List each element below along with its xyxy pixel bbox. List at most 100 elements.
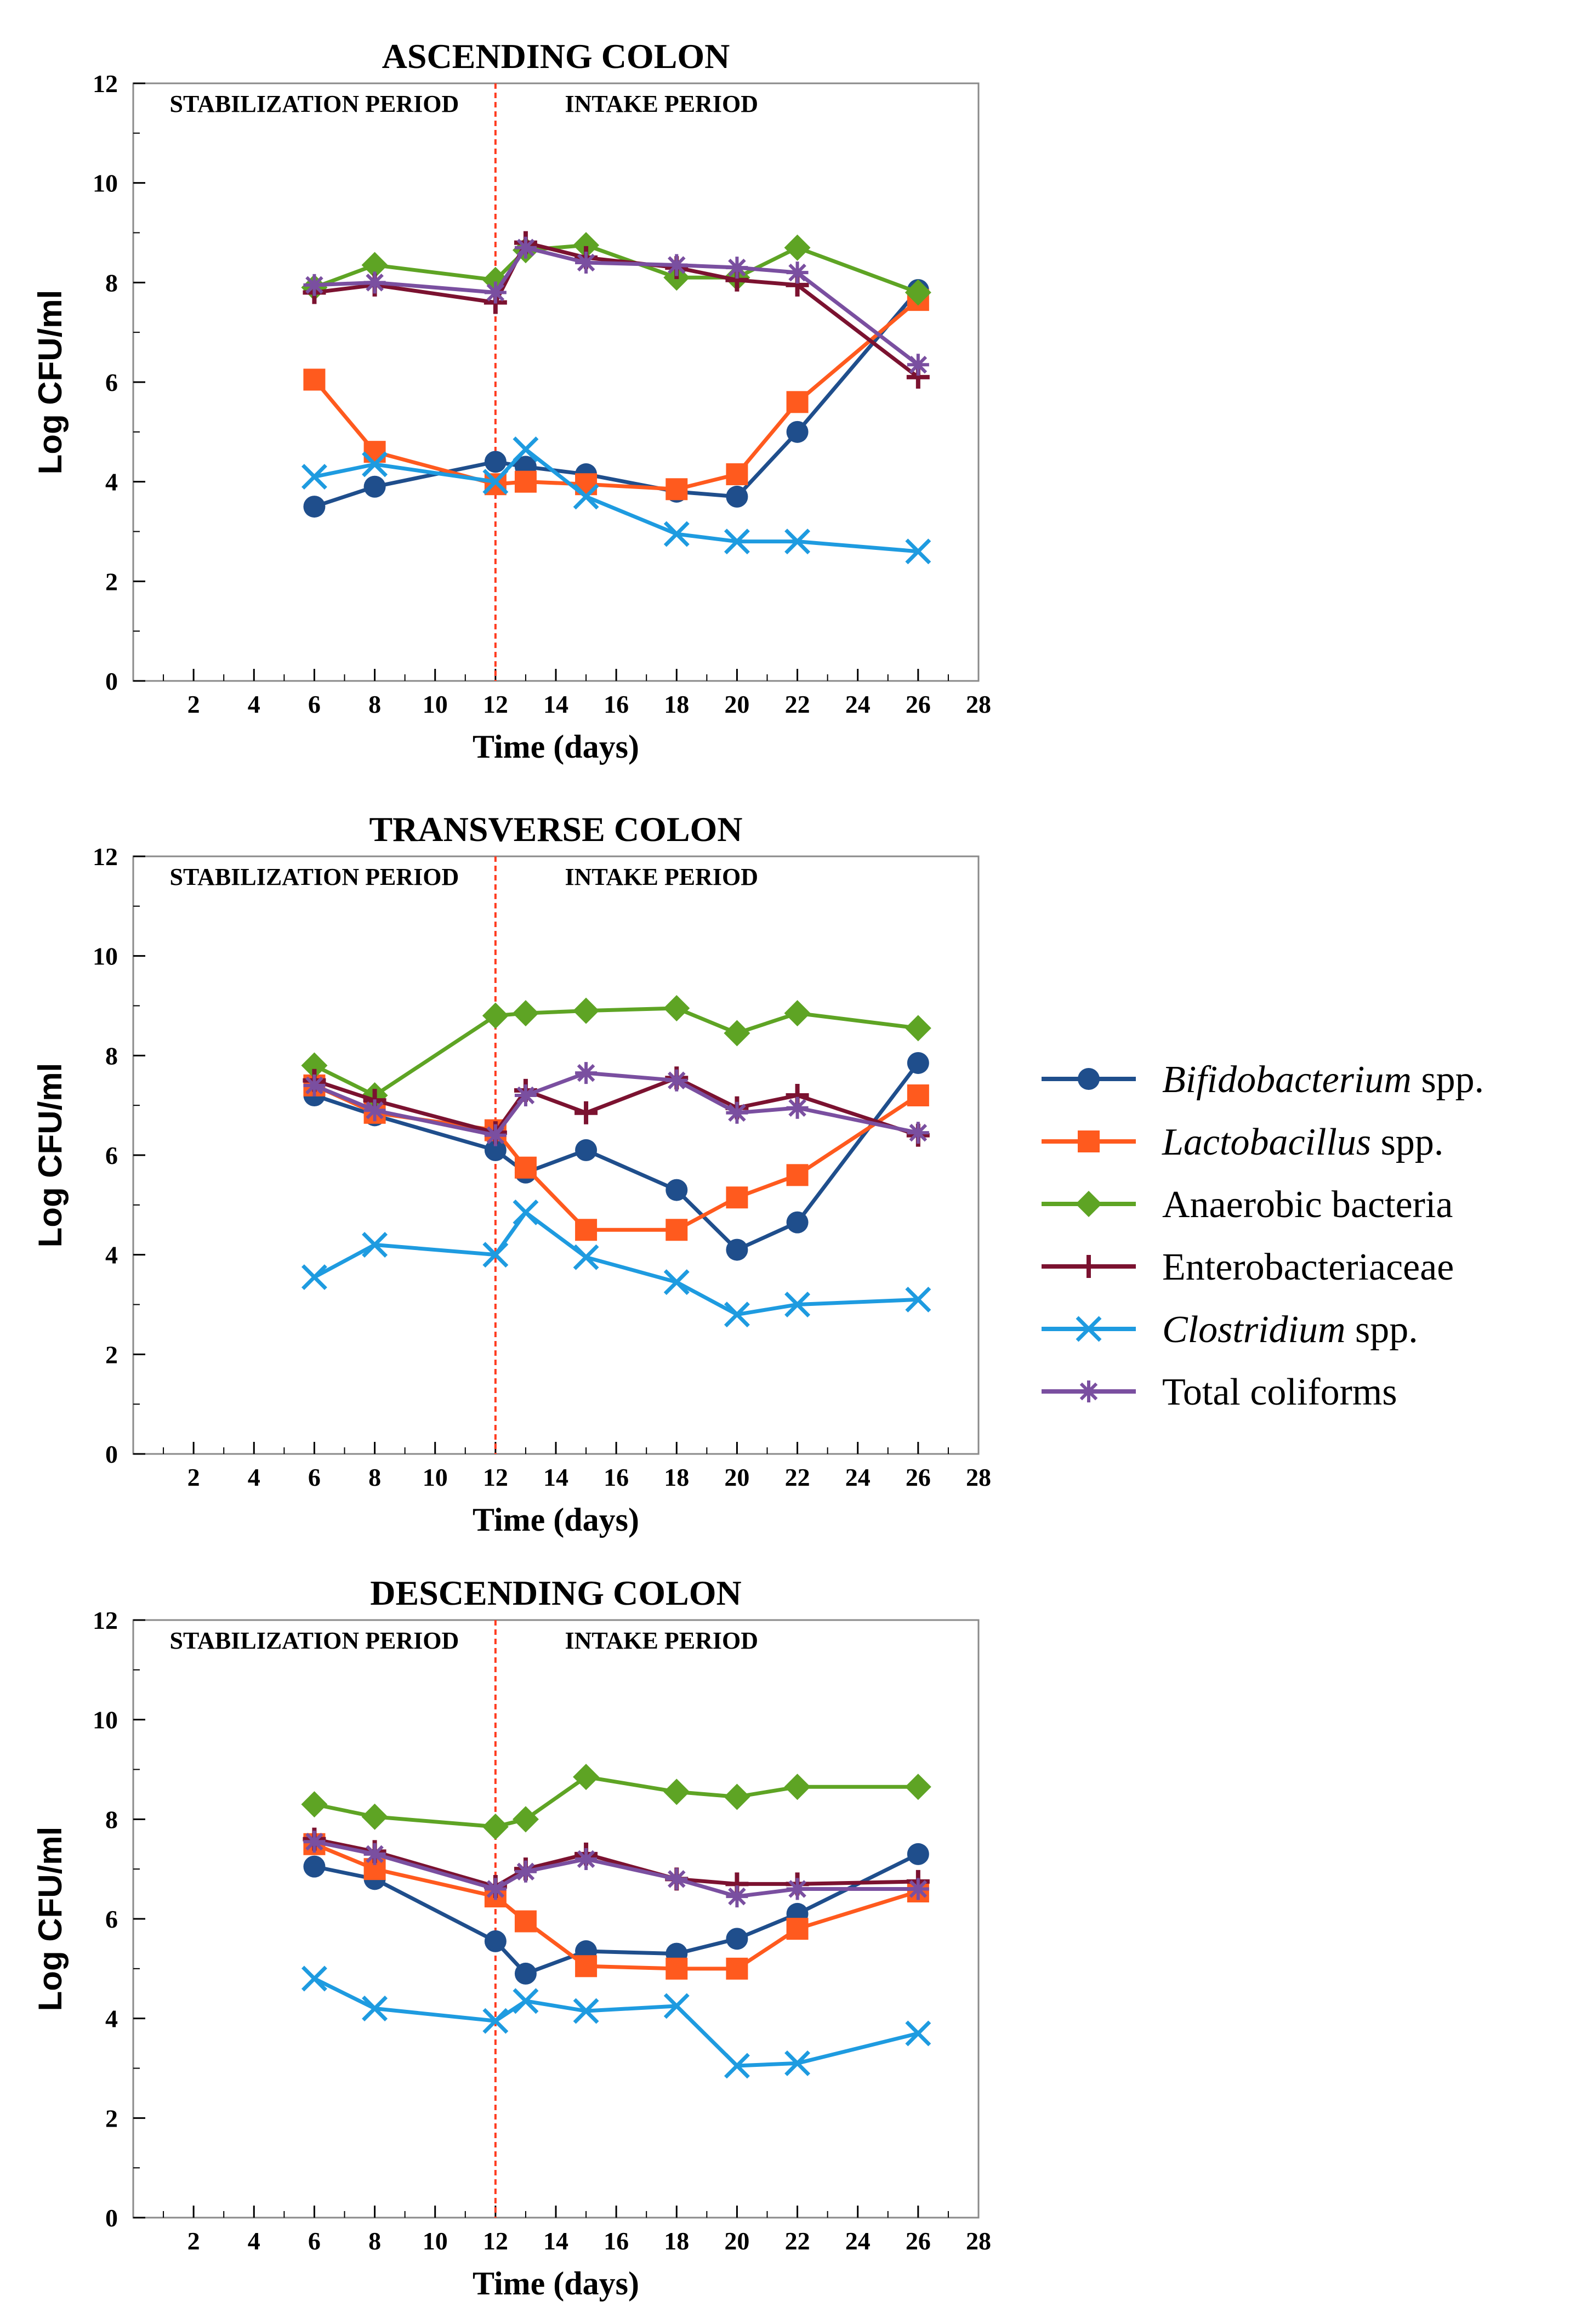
- x-tick-label: 8: [368, 690, 381, 718]
- data-point-anaerobic-bacteria: [663, 1778, 690, 1805]
- y-tick-label: 6: [105, 368, 118, 396]
- data-point-total-coliforms: [786, 1096, 809, 1119]
- x-axis-label: Time (days): [473, 2265, 639, 2302]
- stabilization-period-label: STABILIZATION PERIOD: [170, 863, 459, 890]
- x-tick-label: 20: [724, 1463, 749, 1491]
- data-point-anaerobic-bacteria: [482, 1813, 509, 1840]
- intake-period-label: INTAKE PERIOD: [565, 90, 758, 117]
- data-point-anaerobic-bacteria: [301, 1791, 328, 1818]
- data-point-anaerobic-bacteria: [784, 1774, 811, 1800]
- series-clostridium-spp: [301, 1199, 931, 1328]
- data-point-total-coliforms: [363, 1843, 386, 1865]
- data-point-total-coliforms: [786, 262, 809, 284]
- data-point-lactobacillus-spp: [303, 368, 326, 391]
- legend-item-clostridium-spp: Clostridium spp.: [1042, 1309, 1418, 1351]
- data-point-anaerobic-bacteria: [784, 1000, 811, 1027]
- stabilization-period-label: STABILIZATION PERIOD: [170, 1627, 459, 1654]
- x-tick-label: 12: [483, 1463, 508, 1491]
- data-point-bifidobacterium-spp: [484, 1139, 507, 1161]
- series-line-clostridium-spp: [314, 447, 919, 554]
- data-point-clostridium-spp: [663, 1993, 690, 2019]
- y-tick-label: 12: [93, 1606, 118, 1634]
- data-point-lactobacillus-spp: [514, 470, 537, 493]
- y-tick-label: 10: [93, 942, 118, 970]
- data-point-bifidobacterium-spp: [363, 475, 386, 498]
- data-point-bifidobacterium-spp: [907, 1052, 929, 1074]
- y-axis-label: Log CFU/ml: [32, 290, 69, 475]
- legend-label: Clostridium spp.: [1162, 1309, 1418, 1351]
- x-tick-label: 10: [423, 2227, 448, 2255]
- series-clostridium-spp: [301, 1965, 931, 2079]
- data-point-bifidobacterium-spp: [665, 1179, 688, 1201]
- series-line-bifidobacterium-spp: [314, 1852, 919, 1976]
- x-tick-label: 16: [604, 2227, 629, 2255]
- x-tick-label: 18: [664, 690, 689, 718]
- y-axis-label: Log CFU/ml: [32, 1063, 69, 1248]
- legend-label: Anaerobic bacteria: [1162, 1184, 1453, 1226]
- data-point-clostridium-spp: [301, 1965, 327, 1992]
- data-point-total-coliforms: [575, 1848, 598, 1870]
- data-point-lactobacillus-spp: [786, 1918, 809, 1940]
- data-point-clostridium-spp: [573, 484, 599, 510]
- data-point-lactobacillus-spp: [514, 1910, 537, 1933]
- data-point-anaerobic-bacteria: [724, 1783, 750, 1810]
- legend-marker-clostridium-spp: [1076, 1316, 1102, 1342]
- x-tick-label: 4: [248, 690, 260, 718]
- x-tick-label: 2: [187, 1463, 200, 1491]
- data-point-clostridium-spp: [482, 1242, 509, 1268]
- x-tick-label: 6: [308, 1463, 321, 1491]
- intake-period-label: INTAKE PERIOD: [565, 863, 758, 890]
- data-point-clostridium-spp: [362, 1996, 388, 2021]
- data-point-bifidobacterium-spp: [907, 1843, 929, 1865]
- x-tick-label: 24: [845, 1463, 871, 1491]
- data-point-clostridium-spp: [905, 1286, 931, 1312]
- data-point-total-coliforms: [514, 1860, 537, 1883]
- data-point-anaerobic-bacteria: [361, 252, 388, 279]
- data-point-clostridium-spp: [724, 2053, 750, 2079]
- legend-label-text: Total coliforms: [1162, 1371, 1397, 1413]
- chart-title: DESCENDING COLON: [370, 1573, 741, 1612]
- y-tick-label: 8: [105, 1042, 118, 1070]
- data-point-clostridium-spp: [784, 2050, 811, 2076]
- data-point-clostridium-spp: [362, 1232, 388, 1258]
- legend-label: Total coliforms: [1162, 1371, 1397, 1413]
- legend-label: Lactobacillus spp.: [1162, 1121, 1443, 1163]
- data-point-lactobacillus-spp: [575, 1955, 598, 1978]
- x-tick-label: 24: [845, 2227, 871, 2255]
- series-line-clostridium-spp: [313, 1976, 919, 2068]
- x-tick-label: 12: [483, 690, 508, 718]
- data-point-clostridium-spp: [905, 538, 931, 565]
- series-line-total-coliforms: [314, 1839, 918, 1899]
- data-point-total-coliforms: [786, 1878, 809, 1900]
- data-point-anaerobic-bacteria: [663, 995, 690, 1022]
- data-point-clostridium-spp: [784, 1292, 811, 1317]
- x-tick-label: 16: [604, 1463, 629, 1491]
- data-point-total-coliforms: [484, 1878, 507, 1900]
- data-point-total-coliforms: [726, 1101, 748, 1124]
- x-tick-label: 24: [845, 690, 871, 718]
- legend-item-total-coliforms: Total coliforms: [1042, 1371, 1397, 1413]
- data-point-total-coliforms: [514, 236, 537, 259]
- y-tick-label: 2: [105, 1340, 118, 1368]
- series-line-bifidobacterium-spp: [314, 288, 920, 509]
- x-tick-label: 18: [664, 1463, 689, 1491]
- data-point-bifidobacterium-spp: [726, 1928, 748, 1950]
- x-tick-label: 20: [724, 690, 749, 718]
- x-tick-label: 22: [785, 2227, 810, 2255]
- legend-label-italic: Clostridium: [1162, 1309, 1346, 1351]
- data-point-anaerobic-bacteria: [905, 279, 931, 306]
- y-tick-label: 0: [105, 667, 118, 695]
- y-tick-label: 6: [105, 1905, 118, 1933]
- data-point-anaerobic-bacteria: [573, 997, 600, 1024]
- data-point-clostridium-spp: [513, 1988, 539, 2014]
- data-point-lactobacillus-spp: [726, 1957, 748, 1980]
- y-tick-label: 8: [105, 269, 118, 297]
- legend-item-anaerobic-bacteria: Anaerobic bacteria: [1042, 1184, 1453, 1226]
- x-tick-label: 22: [785, 1463, 810, 1491]
- data-point-total-coliforms: [575, 1062, 598, 1084]
- y-tick-label: 6: [105, 1141, 118, 1169]
- x-tick-label: 14: [543, 2227, 568, 2255]
